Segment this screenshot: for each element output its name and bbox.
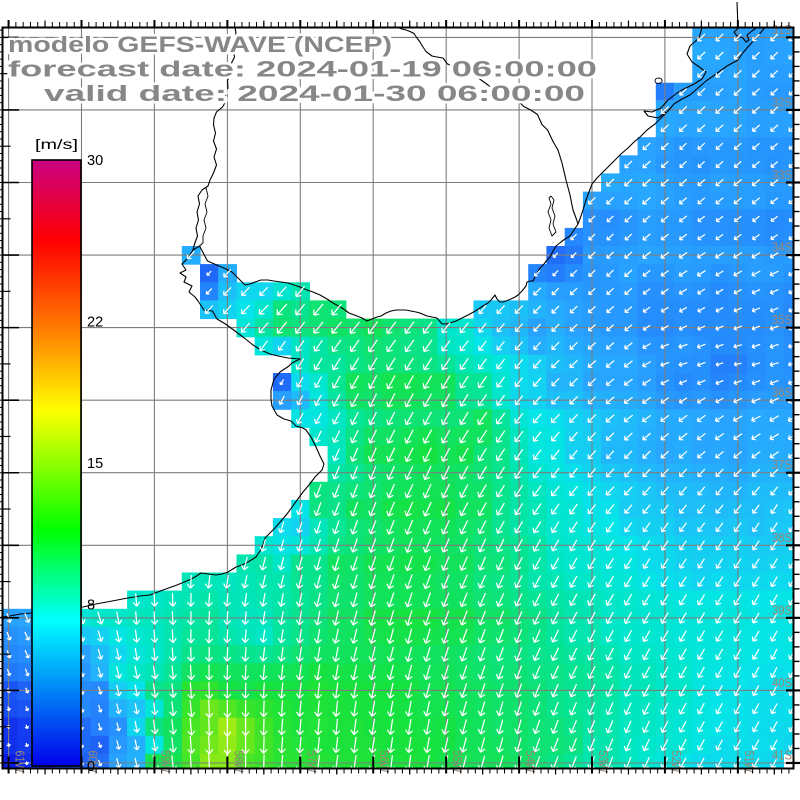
svg-text:0: 0 — [87, 759, 95, 775]
svg-text:57W: 57W — [304, 751, 318, 773]
svg-text:58W: 58W — [231, 751, 245, 773]
svg-text:52W: 52W — [669, 751, 683, 773]
svg-text:55W: 55W — [450, 751, 464, 773]
svg-text:8: 8 — [87, 597, 95, 613]
svg-text:40S: 40S — [772, 676, 792, 690]
svg-text:38S: 38S — [772, 531, 792, 545]
svg-text:37S: 37S — [772, 458, 792, 472]
svg-text:forecast date: 2024-01-19 06:0: forecast date: 2024-01-19 06:00:00 — [8, 57, 597, 82]
svg-text:[m/s]: [m/s] — [35, 136, 78, 152]
svg-text:32S: 32S — [772, 95, 792, 109]
svg-text:53W: 53W — [596, 751, 610, 773]
svg-text:59W: 59W — [158, 751, 172, 773]
svg-text:36S: 36S — [772, 386, 792, 400]
svg-text:41S: 41S — [772, 749, 792, 763]
svg-text:61W: 61W — [13, 751, 27, 773]
svg-text:56W: 56W — [377, 751, 391, 773]
svg-text:15: 15 — [87, 456, 103, 472]
svg-text:31S: 31S — [772, 23, 792, 37]
svg-text:30: 30 — [87, 153, 103, 169]
svg-text:60W: 60W — [86, 751, 100, 773]
svg-text:35S: 35S — [772, 313, 792, 327]
svg-text:34S: 34S — [772, 241, 792, 255]
svg-text:modelo GEFS-WAVE (NCEP): modelo GEFS-WAVE (NCEP) — [8, 32, 392, 57]
svg-text:22: 22 — [87, 315, 103, 331]
svg-text:39S: 39S — [772, 603, 792, 617]
svg-text:valid date: 2024-01-30 06:00:0: valid date: 2024-01-30 06:00:00 — [44, 81, 585, 106]
svg-text:51W: 51W — [742, 751, 756, 773]
svg-text:33S: 33S — [772, 168, 792, 182]
svg-text:54W: 54W — [523, 751, 537, 773]
